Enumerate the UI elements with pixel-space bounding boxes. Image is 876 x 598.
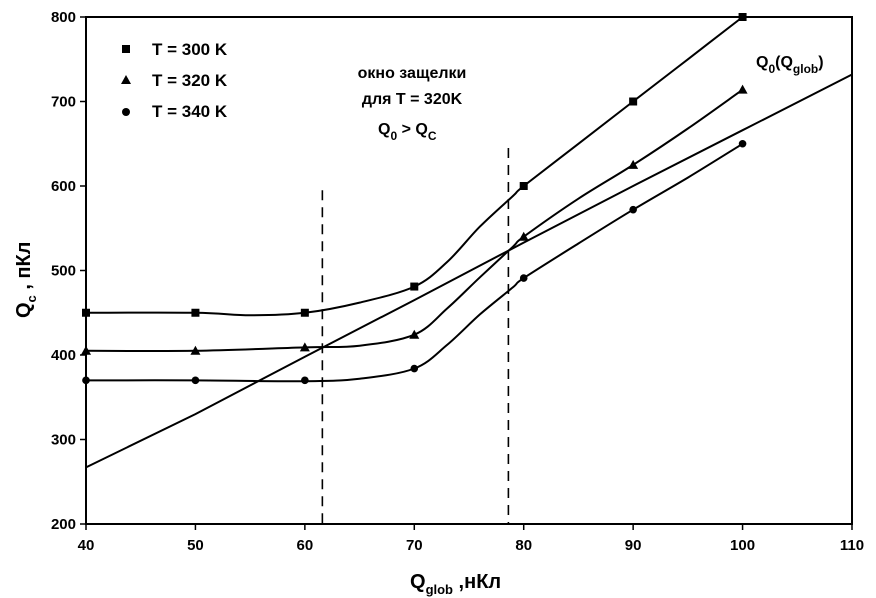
latch-window-annotation: окно защелки для T = 320K Q0 > QC: [358, 65, 467, 143]
data-point-circle: [301, 376, 309, 385]
y-tick-label: 200: [51, 516, 76, 533]
vertical-dashed-lines: [321, 147, 510, 524]
legend-label-340k: T = 340 K: [152, 102, 228, 121]
x-tick-label: 70: [406, 537, 423, 554]
data-point-square: [300, 308, 309, 317]
y-axis-title: Qc , пКл: [13, 242, 39, 318]
annotation-line-2: для T = 320K: [362, 91, 463, 108]
legend-marker-triangle: [121, 75, 131, 84]
data-point-square: [629, 97, 638, 106]
legend: T = 300 K T = 320 K T = 340 K: [121, 40, 228, 121]
x-tick-label: 60: [297, 537, 314, 554]
y-tick-label: 600: [51, 178, 76, 195]
data-point-triangle: [518, 231, 529, 241]
y-tick-label: 400: [51, 347, 76, 364]
y-axis-ticks: 200 300 400 500 600 700 800: [51, 9, 86, 533]
data-point-triangle: [190, 345, 201, 355]
data-point-square: [191, 308, 200, 317]
data-point-square: [738, 13, 747, 21]
data-point-circle: [410, 364, 419, 373]
x-tick-label: 100: [730, 537, 755, 554]
x-tick-label: 50: [187, 537, 204, 554]
data-point-circle: [519, 274, 528, 282]
data-point-triangle: [737, 84, 748, 94]
x-tick-label: 80: [515, 537, 532, 554]
y-tick-label: 700: [51, 94, 76, 111]
x-tick-label: 40: [78, 537, 95, 554]
legend-marker-circle: [122, 108, 130, 116]
series-line-4: [85, 73, 853, 469]
data-point-square: [519, 182, 528, 190]
y-tick-label: 300: [51, 432, 76, 449]
y-tick-label: 500: [51, 263, 76, 280]
legend-label-320k: T = 320 K: [152, 71, 228, 90]
annotation-condition: Q0 > QC: [378, 121, 437, 143]
data-point-square: [82, 308, 90, 317]
data-point-triangle: [81, 345, 91, 355]
data-point-circle: [191, 376, 200, 385]
legend-label-300k: T = 300 K: [152, 40, 228, 59]
data-point-triangle: [299, 342, 310, 352]
x-tick-label: 90: [625, 537, 642, 554]
data-point-triangle: [628, 159, 639, 169]
data-point-circle: [738, 139, 747, 148]
data-point-square: [410, 282, 419, 291]
x-tick-label: 110: [840, 537, 864, 554]
x-axis-title: Qglob ,нКл: [410, 571, 501, 597]
q0-curve-label: Q0(Qglob): [756, 54, 824, 76]
annotation-line-1: окно защелки: [358, 65, 467, 82]
data-point-triangle: [409, 329, 420, 339]
data-point-circle: [629, 205, 637, 214]
legend-marker-square: [122, 45, 130, 53]
series-line-1: [85, 16, 744, 317]
series-markers: [81, 13, 748, 385]
y-tick-label: 800: [51, 9, 76, 26]
data-point-circle: [82, 376, 90, 385]
x-axis-ticks: 40 50 60 70 80 90 100 110: [78, 524, 864, 554]
